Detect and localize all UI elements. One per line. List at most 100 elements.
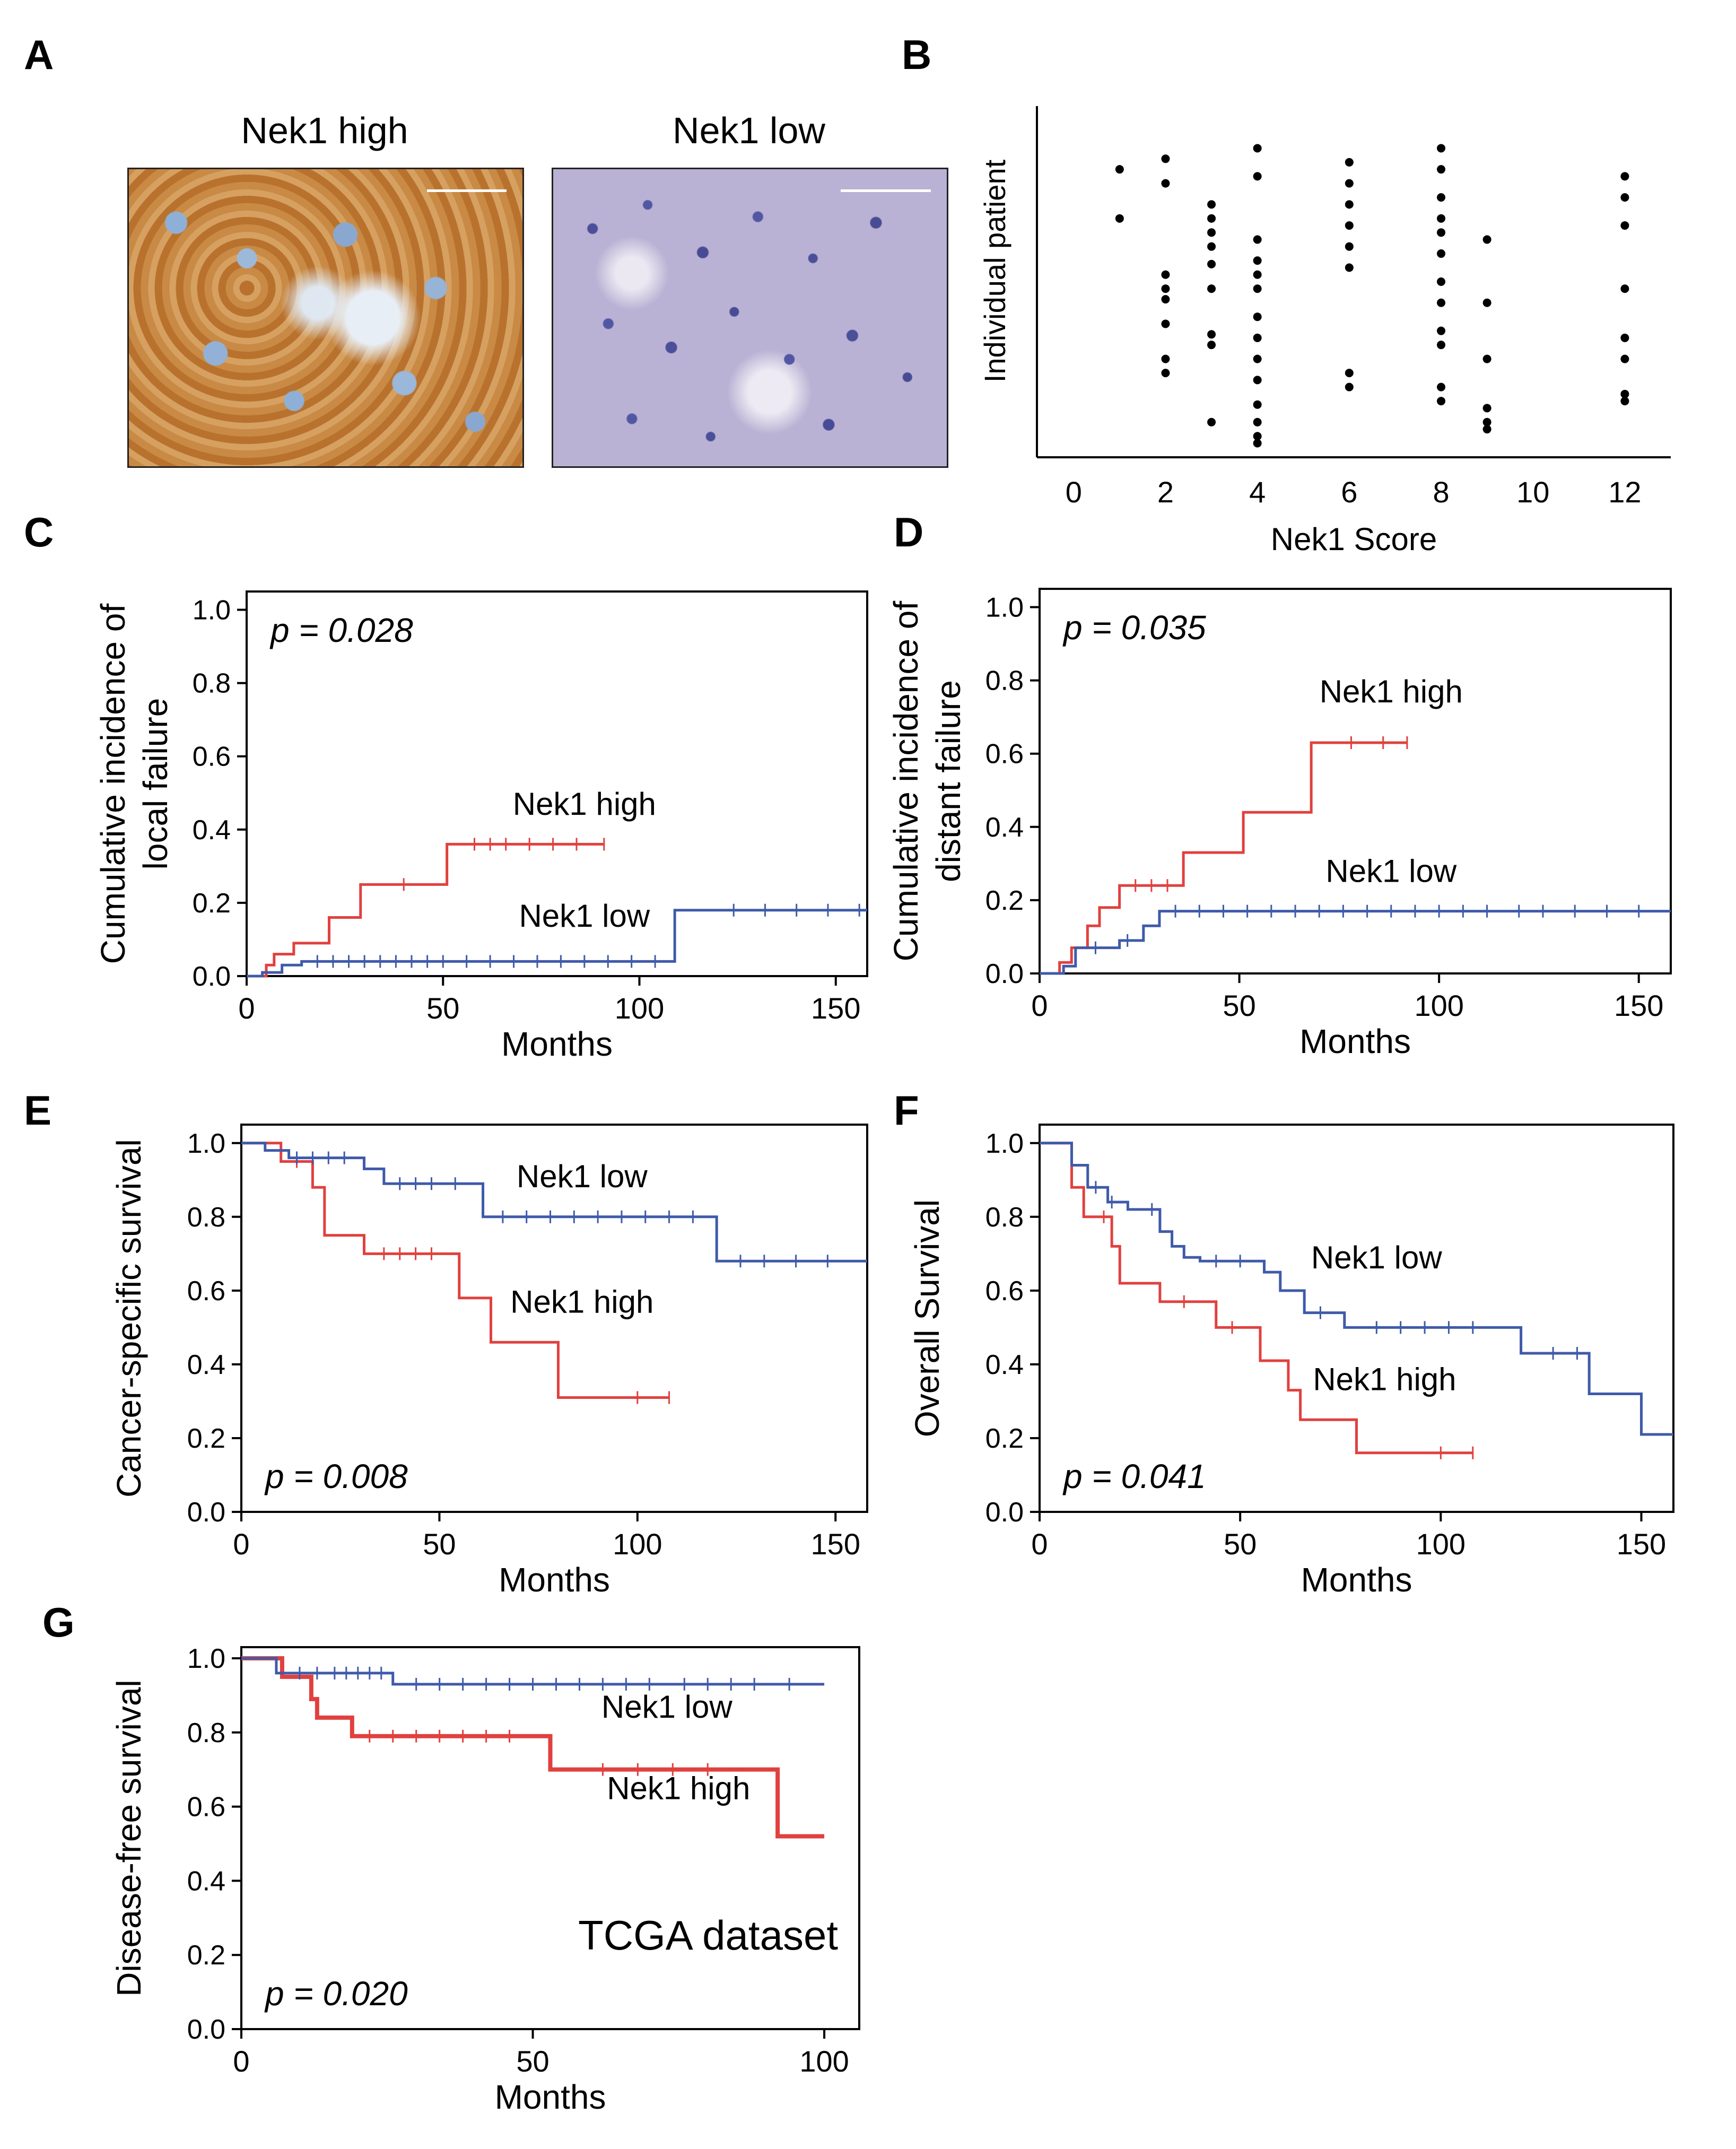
x-tick-label: 0	[1031, 989, 1048, 1022]
y-tick-label: 0.2	[187, 1423, 225, 1454]
data-point	[1345, 179, 1354, 188]
x-tick-label: 6	[1341, 475, 1357, 509]
x-tick-label: 100	[1414, 989, 1463, 1022]
micrograph-nek1-high	[127, 168, 524, 468]
data-point	[1161, 270, 1170, 279]
panel-D: D 0.0 0.2 0.4 0.6 0.8 1.0 0 50 100 150 Months Cumula…	[887, 509, 1672, 1060]
data-point	[1253, 400, 1262, 409]
data-point	[1207, 214, 1216, 223]
series-label: Nek1 low	[601, 1689, 732, 1725]
y-tick-label: 0.6	[985, 739, 1024, 770]
y-tick-label: 0.2	[193, 888, 231, 919]
x-tick-label: 0	[1066, 475, 1082, 509]
data-point	[1207, 417, 1216, 427]
plot-frame	[1039, 588, 1672, 975]
micrograph-title-high: Nek1 high	[241, 110, 408, 151]
panel-letter-B: B	[902, 31, 931, 78]
panel-letter-F: F	[894, 1087, 919, 1134]
data-point	[1437, 277, 1446, 286]
y-tick-label: 0.4	[193, 815, 231, 846]
y-axis-label: Cumulative incidence of	[887, 601, 925, 962]
y-tick-label: 0.4	[985, 1350, 1024, 1380]
data-point	[1161, 179, 1170, 188]
data-point	[1437, 326, 1446, 335]
data-point	[1207, 330, 1216, 339]
data-point	[1345, 369, 1354, 378]
x-tick-label: 0	[238, 991, 255, 1025]
data-point	[1115, 214, 1124, 223]
y-tick-label: 0.0	[187, 2014, 225, 2045]
data-point	[1437, 214, 1446, 223]
series-line-nek1-high	[241, 1656, 825, 1839]
series-line-nek1-high	[1040, 741, 1407, 975]
y-tick-label: 0.8	[187, 1202, 225, 1233]
data-point	[1253, 439, 1262, 448]
data-point	[1207, 259, 1216, 268]
y-tick-label: 1.0	[985, 593, 1024, 623]
data-point	[1345, 200, 1354, 209]
data-point	[1207, 228, 1216, 237]
data-point	[1345, 158, 1354, 167]
y-tick-label: 0.8	[193, 668, 231, 699]
y-tick-label: 0.8	[985, 1202, 1024, 1233]
data-point	[1253, 256, 1262, 265]
y-axis-label: Cancer-specific survival	[110, 1139, 148, 1498]
x-tick-label: 50	[1224, 1527, 1257, 1561]
data-point	[1345, 382, 1354, 391]
p-value: p = 0.035	[1062, 608, 1206, 647]
panel-C: C 0.0 0.2 0.4 0.6 0.8 1.0 0 50 100 150 Months Cumula…	[24, 509, 868, 1063]
plot-frame	[240, 1124, 868, 1513]
y-tick-label: 1.0	[985, 1128, 1024, 1159]
data-point	[1437, 228, 1446, 237]
y-tick-label: 0.4	[187, 1350, 225, 1380]
panel-letter-A: A	[24, 31, 54, 78]
data-point	[1437, 382, 1446, 391]
series-label: Nek1 low	[1325, 853, 1456, 889]
y-axis-label: distant failure	[929, 680, 967, 882]
data-point	[1161, 319, 1170, 328]
data-point	[1207, 200, 1216, 209]
data-point	[1482, 235, 1491, 244]
data-point	[1482, 404, 1491, 413]
y-tick-label: 1.0	[187, 1643, 225, 1674]
x-tick-label: 8	[1433, 475, 1449, 509]
series-line-nek1-low	[247, 909, 867, 978]
y-tick-label: 0.6	[985, 1276, 1024, 1307]
data-point	[1207, 242, 1216, 251]
plot-frame	[1039, 1124, 1674, 1513]
series-label: Nek1 low	[1311, 1240, 1442, 1275]
data-point	[1620, 333, 1629, 342]
data-point	[1253, 144, 1262, 153]
data-point	[1161, 295, 1170, 304]
data-point	[1437, 165, 1446, 174]
data-point	[1345, 242, 1354, 251]
x-tick-label: 50	[1223, 989, 1255, 1022]
x-axis-label: Months	[499, 1561, 610, 1599]
y-tick-label: 0.0	[193, 961, 231, 992]
data-point	[1437, 249, 1446, 258]
y-tick-label: 0.2	[187, 1940, 225, 1971]
panel-letter-E: E	[24, 1087, 51, 1134]
y-axis-label: local failure	[136, 698, 175, 870]
x-tick-label: 4	[1249, 475, 1266, 509]
x-tick-label: 50	[516, 2044, 549, 2078]
data-point	[1620, 389, 1629, 398]
y-tick-label: 1.0	[187, 1128, 225, 1159]
data-point	[1620, 397, 1629, 406]
x-tick-label: 50	[423, 1527, 456, 1561]
panel-letter-G: G	[42, 1599, 75, 1646]
data-point	[1207, 284, 1216, 293]
x-tick-label: 150	[811, 991, 860, 1025]
micrograph-nek1-low	[552, 168, 948, 468]
data-point	[1253, 312, 1262, 321]
dataset-annotation: TCGA dataset	[578, 1912, 838, 1959]
data-point	[1620, 172, 1629, 181]
y-tick-label: 0.6	[187, 1276, 225, 1307]
data-point	[1115, 165, 1124, 174]
data-point	[1482, 354, 1491, 363]
p-value: p = 0.028	[269, 611, 413, 649]
x-tick-label: 150	[811, 1527, 860, 1561]
p-value: p = 0.020	[264, 1974, 408, 2013]
data-point	[1345, 221, 1354, 230]
